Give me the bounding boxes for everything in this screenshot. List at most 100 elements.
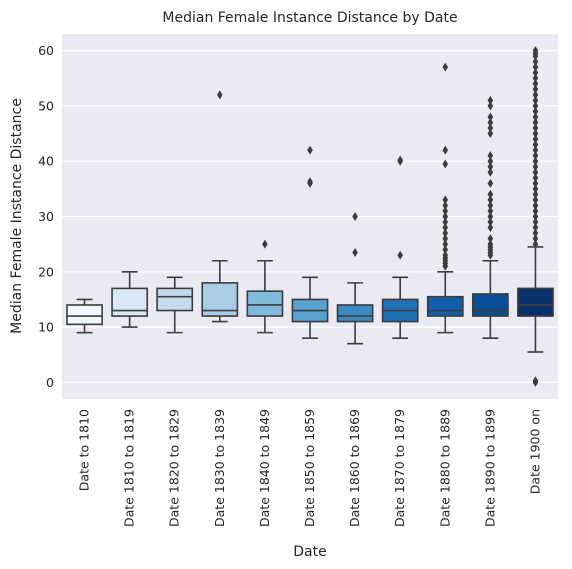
y-tick-label: 30 (38, 209, 54, 224)
outlier-point (532, 223, 539, 233)
outlier-point (532, 184, 539, 194)
outlier-point (487, 95, 494, 105)
outlier-point (487, 239, 494, 249)
outlier-point (532, 206, 539, 216)
outlier-point (487, 200, 494, 210)
box-group (156, 276, 194, 334)
box-group (66, 298, 103, 334)
outlier-point (532, 200, 539, 210)
box-group (426, 62, 464, 334)
outlier-point (532, 189, 539, 199)
x-tick-label: Date to 1810 (77, 409, 92, 491)
outlier-point (487, 212, 494, 221)
outlier-point (532, 376, 539, 386)
outlier-point (442, 250, 449, 260)
outlier-point (487, 112, 494, 122)
x-tick-label: Date 1880 to 1889 (437, 409, 452, 527)
box-group (471, 95, 509, 339)
y-tick-label: 0 (46, 375, 54, 390)
outlier-point (532, 228, 539, 238)
outlier-point (532, 156, 539, 166)
x-tick-label: Date 1870 to 1879 (392, 409, 407, 527)
outlier-point (532, 134, 539, 144)
outlier-point (532, 212, 539, 221)
outlier-point (487, 206, 494, 216)
outlier-point (487, 217, 494, 227)
outlier-point (487, 189, 494, 199)
outlier-point (532, 57, 539, 67)
outlier-point (532, 46, 539, 56)
outlier-point (442, 62, 449, 72)
outlier-point (532, 173, 539, 183)
chart-title: Median Female Instance Distance by Date (162, 10, 457, 26)
box (426, 295, 464, 317)
outlier-point (532, 145, 539, 155)
outlier-point (532, 167, 539, 177)
box (471, 293, 509, 317)
outlier-point (487, 223, 494, 233)
outlier-point (307, 177, 313, 187)
box-group (381, 155, 419, 339)
outlier-point (532, 112, 539, 122)
y-axis-ticks: 0 10 20 30 40 50 60 (38, 43, 54, 390)
outlier-point (442, 217, 449, 227)
outlier-point (397, 155, 403, 165)
outlier-point (532, 123, 539, 133)
outlier-point (217, 90, 223, 100)
box (66, 304, 103, 326)
box (111, 287, 149, 317)
y-tick-label: 60 (38, 43, 54, 58)
outlier-point (532, 90, 539, 100)
outlier-point (442, 200, 449, 210)
x-tick-label: Date 1810 to 1819 (122, 409, 137, 527)
outlier-point (442, 245, 449, 255)
outlier-point (487, 178, 494, 188)
y-tick-label: 20 (38, 264, 54, 279)
x-tick-label: Date 1890 to 1899 (482, 409, 497, 527)
outlier-point (307, 145, 313, 155)
outlier-point (442, 212, 449, 221)
box-group (291, 145, 329, 339)
box-group (201, 90, 239, 323)
y-axis-label: Median Female Instance Distance (9, 98, 25, 334)
box (246, 290, 284, 317)
outlier-point (532, 73, 539, 83)
box-group (517, 46, 554, 387)
box (336, 304, 374, 323)
outlier-point (442, 239, 449, 249)
outlier-point (532, 239, 539, 249)
outlier-point (532, 101, 539, 111)
outlier-point (532, 68, 539, 78)
outlier-point (442, 234, 449, 244)
outlier-point (532, 79, 539, 89)
outlier-point (487, 129, 494, 139)
outlier-point (442, 223, 449, 233)
box (156, 287, 194, 312)
outlier-point (532, 234, 539, 244)
outlier-point (532, 217, 539, 227)
x-tick-label: Date 1840 to 1849 (257, 409, 272, 527)
outlier-point (487, 234, 494, 244)
outlier-point (487, 195, 494, 205)
outlier-point (487, 167, 494, 177)
outlier-point (532, 178, 539, 188)
outlier-point (442, 195, 449, 205)
outlier-point (487, 117, 494, 127)
outlier-point (487, 156, 494, 166)
outlier-point (532, 140, 539, 150)
x-axis-label: Date (293, 544, 326, 560)
box (517, 287, 554, 317)
outlier-point (532, 117, 539, 127)
x-tick-label: Date 1820 to 1829 (167, 409, 182, 527)
outlier-point (532, 62, 539, 72)
outlier-point (532, 162, 539, 172)
y-tick-label: 10 (38, 320, 54, 335)
outlier-point (487, 123, 494, 133)
box-series (66, 46, 554, 387)
outlier-point (532, 195, 539, 205)
outlier-point (397, 250, 403, 260)
x-tick-label: Date 1830 to 1839 (212, 409, 227, 527)
outlier-point (262, 239, 268, 249)
x-tick-label: Date 1850 to 1859 (302, 409, 317, 527)
